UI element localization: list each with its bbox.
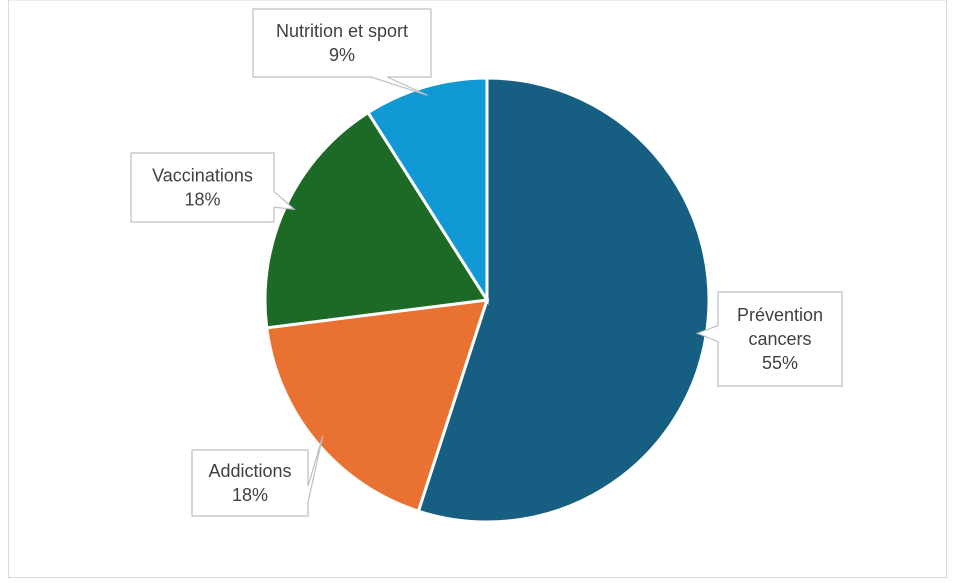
pie-slices xyxy=(263,76,711,524)
data-label-percent: 55% xyxy=(762,353,798,373)
callout-box xyxy=(695,291,843,387)
callout-box xyxy=(191,435,324,517)
callout-box xyxy=(130,152,296,223)
data-label-callout: Prévention cancers 55% xyxy=(695,291,843,387)
data-label-callout: Vaccinations 18% xyxy=(130,152,296,223)
data-label-category: cancers xyxy=(748,329,811,349)
pie-slice-addictions xyxy=(265,298,490,514)
data-label-category: Addictions xyxy=(208,461,291,481)
data-label-callouts: Préventioncancers55%Addictions18%Vaccina… xyxy=(130,8,843,517)
callout-box xyxy=(252,8,432,96)
data-label-category: Nutrition et sport xyxy=(276,21,408,41)
pie-slice-nutrition-et-sport xyxy=(365,76,489,306)
data-label-percent: 18% xyxy=(184,190,220,210)
data-label-percent: 18% xyxy=(232,485,268,505)
data-label-percent: 9% xyxy=(329,45,355,65)
data-label-category: Vaccinations xyxy=(152,166,253,186)
data-label-callout: Addictions 18% xyxy=(191,435,324,517)
data-label-category: Prévention xyxy=(737,305,823,325)
data-label-callout: Nutrition et sport 9% xyxy=(252,8,432,96)
